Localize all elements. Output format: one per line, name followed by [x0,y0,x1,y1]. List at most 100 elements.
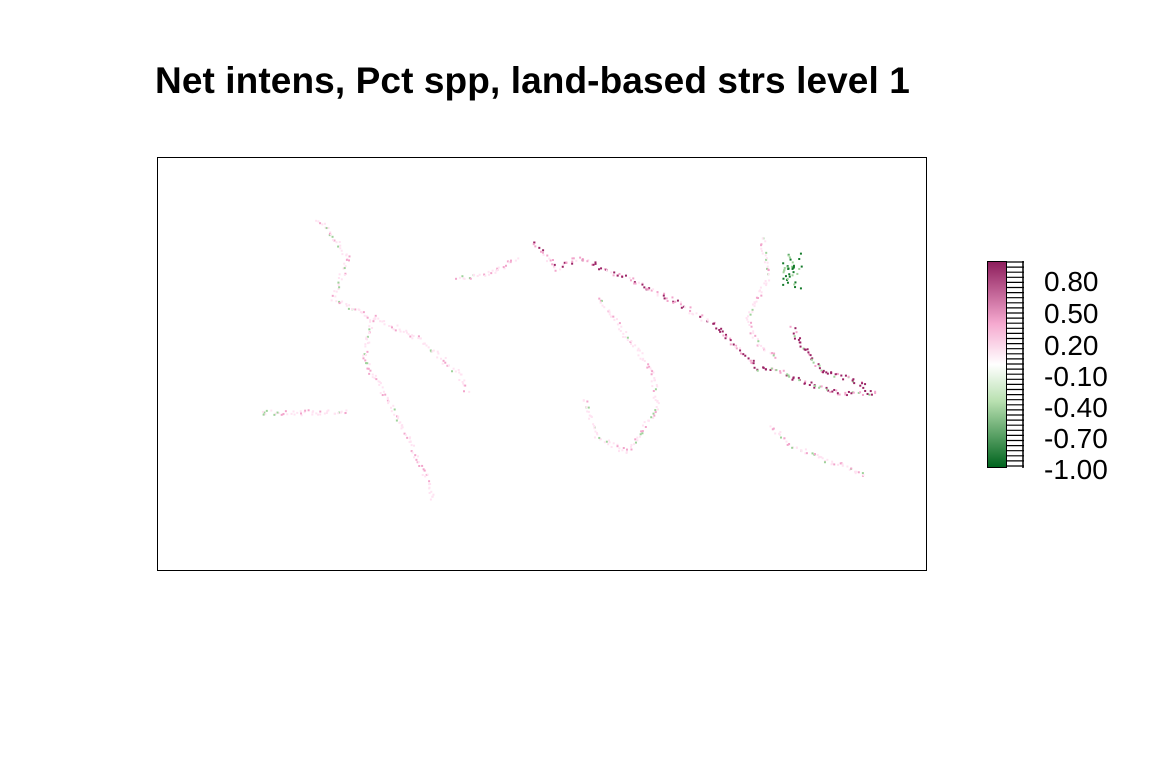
coast-cell [534,245,537,248]
coast-cell [809,354,812,357]
coast-cell [613,318,616,321]
coast-cell [496,267,499,270]
coast-cell [549,259,552,262]
coast-cell [749,313,752,316]
coast-cell [458,379,461,382]
coast-cell [395,415,398,418]
coast-cell [364,345,367,348]
coast-cell [831,460,834,463]
coast-cell [641,430,644,433]
coast-cell [337,277,340,280]
coast-cell [497,266,500,269]
coast-cell [750,325,753,328]
coast-cell [412,335,415,338]
coast-cell [388,400,390,403]
coast-cell [414,454,417,457]
coast-cell [784,275,787,278]
coast-cell [299,410,302,413]
coast-cell [788,273,791,276]
coast-cell [772,427,775,430]
coast-cell [640,430,643,433]
coast-cell [394,329,397,332]
coast-cell [822,369,825,372]
coast-cell [421,473,424,476]
coast-cell [386,399,389,402]
coast-cell [788,375,791,378]
coast-cell [600,267,603,270]
coast-cell [446,364,449,367]
coast-cell [634,344,637,347]
legend-tick-marks [1006,261,1024,468]
coast-cell [753,366,756,369]
coast-cell [436,350,439,353]
coast-cell [329,233,332,236]
coast-cell [348,304,351,307]
coast-cell [769,425,772,428]
coast-cell [398,328,401,331]
coast-cell [431,495,434,498]
coast-cell [767,273,770,276]
coast-cell [565,261,568,264]
coast-cell [321,223,324,226]
coast-cell [749,332,752,335]
coast-cell [603,306,606,309]
coast-cell [811,452,814,455]
coast-cell [738,347,741,350]
coast-cell [319,413,322,416]
coast-cell [632,277,635,280]
coast-cell [410,450,413,453]
coast-cell [621,275,624,278]
coast-cell [625,331,628,334]
coast-cell [841,463,844,466]
coast-cell [509,259,512,262]
coast-cell [344,411,347,414]
coast-cell [398,421,401,424]
coast-cell [598,268,601,271]
coast-cell [357,308,360,311]
coast-cell [616,274,619,277]
coast-cell [713,322,716,325]
coast-cell [820,370,823,373]
coast-cell [763,282,766,285]
coast-cell [545,260,548,263]
coast-cell [587,410,590,413]
coast-cell [506,260,509,263]
coast-cell [403,432,406,435]
coast-cell [362,354,365,357]
coast-cell [419,337,422,340]
coast-cell [853,470,856,473]
coast-cell [367,367,370,370]
coast-cell [739,349,742,352]
coast-cell [595,431,598,434]
coast-cell [542,249,545,252]
coast-cell [273,413,276,416]
coast-cell [366,350,369,353]
coast-cell [603,441,606,444]
coast-cell [744,354,747,357]
coast-cell [853,382,856,385]
coast-cell [782,262,785,265]
coast-cell [334,295,337,298]
coast-cell [665,297,668,300]
coast-cell [699,315,702,318]
coast-cell [618,272,621,275]
coast-cell [800,450,803,453]
coast-cell [861,382,864,385]
coast-cell [765,257,768,260]
coast-cell [563,261,566,264]
coast-cell [757,297,760,300]
coast-cell [368,341,371,344]
coast-cell [782,271,785,274]
coast-cell [874,390,877,393]
coast-cell [263,411,266,414]
coast-cell [789,258,792,261]
coast-cell [338,300,341,303]
coast-cell [752,330,755,333]
coast-cell [636,439,639,442]
coast-cell [803,382,806,385]
coast-cell [715,327,718,330]
coast-cell [409,335,412,338]
coast-cell [656,291,659,294]
coast-cell [502,266,505,269]
coast-cell [821,457,824,460]
